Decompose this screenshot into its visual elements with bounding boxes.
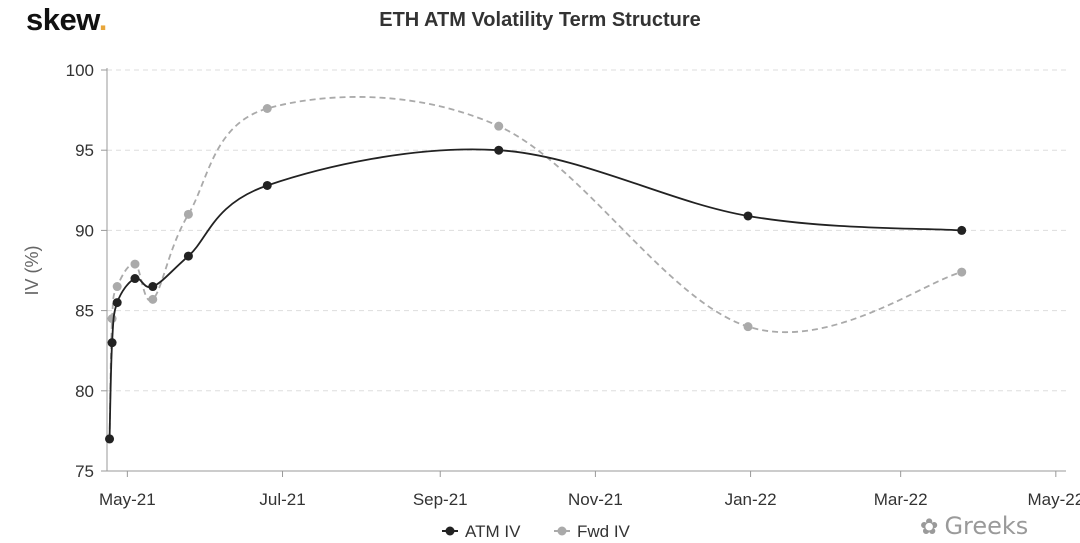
y-tick-label: 80 <box>75 382 94 401</box>
y-tick-label: 75 <box>75 462 94 481</box>
data-point-fwd-iv <box>957 267 967 277</box>
data-point-atm-iv <box>107 338 117 348</box>
watermark: ✿ Greeks <box>920 512 1028 540</box>
data-point-atm-iv <box>130 274 140 284</box>
legend-marker-fwd-iv <box>557 526 567 536</box>
data-point-atm-iv <box>148 282 158 292</box>
data-point-fwd-iv <box>107 314 117 324</box>
brand-dot: . <box>98 2 108 37</box>
x-tick-label: May-21 <box>99 490 156 509</box>
series-line-atm-iv <box>108 148 962 439</box>
x-tick-label: Sep-21 <box>413 490 468 509</box>
wechat-icon: ✿ <box>920 515 939 540</box>
legend-label-fwd-iv: Fwd IV <box>577 522 631 541</box>
chart-title: ETH ATM Volatility Term Structure <box>379 9 701 31</box>
data-point-fwd-iv <box>743 322 753 332</box>
data-point-fwd-iv <box>148 294 158 304</box>
data-point-fwd-iv <box>183 209 193 219</box>
data-point-atm-iv <box>262 180 272 190</box>
data-point-atm-iv <box>112 298 122 308</box>
x-tick-label: Mar-22 <box>874 490 928 509</box>
y-tick-label: 95 <box>75 141 94 160</box>
y-tick-label: 90 <box>75 221 94 240</box>
legend-marker-atm-iv <box>445 526 455 536</box>
data-point-fwd-iv <box>130 259 140 269</box>
x-tick-label: Jan-22 <box>725 490 777 509</box>
x-tick-label: May-22 <box>1027 490 1080 509</box>
y-tick-label: 85 <box>75 302 94 321</box>
y-tick-label: 100 <box>66 61 94 80</box>
x-tick-label: Jul-21 <box>259 490 305 509</box>
data-point-atm-iv <box>743 211 753 221</box>
data-point-atm-iv <box>105 434 115 444</box>
data-point-atm-iv <box>494 145 504 155</box>
watermark-text: Greeks <box>944 512 1029 540</box>
data-point-fwd-iv <box>112 282 122 292</box>
y-axis-label: IV (%) <box>22 245 42 295</box>
data-point-fwd-iv <box>262 103 272 113</box>
data-point-atm-iv <box>183 251 193 261</box>
grid-lines <box>107 69 1066 392</box>
data-point-atm-iv <box>957 225 967 235</box>
series-line-fwd-iv <box>108 96 962 439</box>
series-group <box>105 96 967 444</box>
legend-label-atm-iv: ATM IV <box>465 522 521 541</box>
brand-name: skew <box>26 2 99 37</box>
data-point-fwd-iv <box>494 121 504 131</box>
brand-logo: skew. <box>26 2 107 38</box>
axes: 75 80 85 90 95 100 May-21 Jul-21 Sep-21 Nov-21 Jan… <box>22 61 1080 509</box>
x-tick-label: Nov-21 <box>568 490 623 509</box>
legend: ATM IV Fwd IV <box>442 522 631 541</box>
